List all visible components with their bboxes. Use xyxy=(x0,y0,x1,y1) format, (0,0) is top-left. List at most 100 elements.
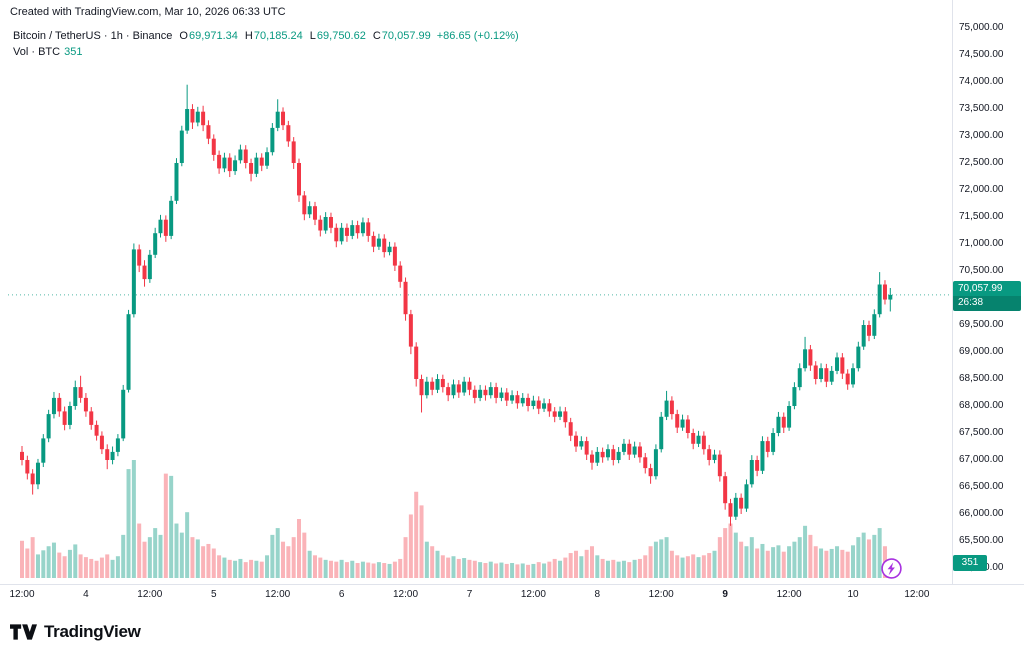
time-axis-label: 12:00 xyxy=(648,589,674,600)
candle-body xyxy=(41,438,46,463)
volume-bar xyxy=(643,555,648,578)
candle-body xyxy=(792,387,797,406)
low-value: 69,750.62 xyxy=(316,30,366,42)
time-axis-label: 12:00 xyxy=(9,589,35,600)
candle-body xyxy=(408,314,413,347)
time-axis-label: 12:00 xyxy=(265,589,291,600)
bar-close-countdown: 26:38 xyxy=(953,296,1021,311)
volume-bar xyxy=(499,562,504,578)
price-axis-label: 66,000.00 xyxy=(959,508,1004,519)
price-axis-label: 69,500.00 xyxy=(959,319,1004,330)
volume-bar xyxy=(190,537,195,578)
candle-body xyxy=(813,365,818,379)
volume-bar xyxy=(355,563,360,578)
time-axis-label: 12:00 xyxy=(392,589,419,600)
volume-bar xyxy=(547,561,552,578)
candle-body xyxy=(238,149,243,161)
candle-body xyxy=(206,125,211,139)
candle-body xyxy=(318,219,323,231)
candle-body xyxy=(829,370,834,382)
volume-bar xyxy=(739,541,744,578)
volume-bar xyxy=(334,561,339,578)
candle-body xyxy=(611,449,616,460)
volume-bar xyxy=(131,460,136,578)
volume-bar xyxy=(376,562,381,578)
volume-bar xyxy=(664,537,669,578)
volume-bar xyxy=(520,563,525,578)
candle-body xyxy=(483,389,488,396)
volume-bar xyxy=(243,562,248,578)
candle-body xyxy=(307,206,312,215)
candle-body xyxy=(520,397,525,404)
time-axis-label: 7 xyxy=(466,589,473,600)
candle-body xyxy=(696,435,701,444)
candle-body xyxy=(563,411,568,423)
volume-bar xyxy=(851,545,856,578)
symbol-title[interactable]: Bitcoin / TetherUS · 1h · Binance xyxy=(13,30,173,42)
volume-bar xyxy=(712,550,717,578)
candle-body xyxy=(717,454,722,477)
volume-bar xyxy=(803,525,808,578)
candle-body xyxy=(776,416,781,433)
candle-body xyxy=(835,357,840,371)
volume-bar xyxy=(366,562,371,578)
volume-bar xyxy=(185,512,190,578)
volume-bar xyxy=(46,546,51,578)
lightning-button[interactable] xyxy=(880,557,903,580)
last-price-value: 70,057.99 xyxy=(958,283,1003,294)
close-label: C xyxy=(372,30,381,42)
price-axis-label: 70,500.00 xyxy=(959,265,1004,276)
volume-bar xyxy=(552,558,557,578)
candle-body xyxy=(158,219,163,234)
volume-bar xyxy=(110,559,115,578)
candle-body xyxy=(701,435,706,450)
volume-bar xyxy=(536,562,541,578)
last-price-badge: 70,057.99 26:38 xyxy=(953,281,1021,311)
candle-body xyxy=(558,411,563,417)
volume-bar xyxy=(403,537,408,578)
candle-body xyxy=(851,368,856,385)
volume-bar xyxy=(307,550,312,578)
candle-body xyxy=(781,416,786,428)
volume-bar xyxy=(632,559,637,578)
volume-bar xyxy=(467,559,472,578)
candle-body xyxy=(440,379,445,388)
volume-bar xyxy=(653,541,658,578)
volume-bar xyxy=(35,554,40,578)
candle-body xyxy=(376,238,381,247)
volume-bar xyxy=(440,555,445,578)
candle-body xyxy=(35,462,40,485)
volume-bar xyxy=(456,558,461,578)
volume-bar xyxy=(105,554,110,578)
volume-bar xyxy=(755,548,760,578)
volume-bar xyxy=(371,563,376,578)
candle-body xyxy=(467,381,472,390)
candle-body xyxy=(755,460,760,471)
tradingview-logo[interactable]: TradingView xyxy=(10,622,141,642)
price-axis-label: 74,000.00 xyxy=(959,76,1004,87)
price-axis-label: 66,500.00 xyxy=(959,481,1004,492)
volume-bar xyxy=(696,557,701,578)
volume-bar xyxy=(877,528,882,578)
candle-body xyxy=(536,400,541,409)
candle-body xyxy=(142,265,147,280)
time-axis-label: 12:00 xyxy=(776,589,802,600)
high-value: 70,185.24 xyxy=(253,30,303,42)
candle-body xyxy=(494,387,499,398)
candle-body xyxy=(430,381,435,390)
candle-body xyxy=(115,438,120,452)
volume-bar xyxy=(824,550,829,578)
volume-bar xyxy=(99,557,104,578)
candle-body xyxy=(227,157,232,172)
time-axis-label: 6 xyxy=(338,589,345,600)
lightning-icon xyxy=(881,558,902,579)
candle-body xyxy=(46,414,51,439)
volume-bar xyxy=(787,546,792,578)
time-axis[interactable]: 12:00 4 12:00 5 12:00 6 12:00 7 12:00 8 12:00 9 12:0… xyxy=(0,589,1024,607)
price-axis-label: 68,500.00 xyxy=(959,373,1004,384)
candle-body xyxy=(712,454,717,460)
candle-body xyxy=(275,111,280,128)
candle-body xyxy=(723,476,728,504)
candle-body xyxy=(771,433,776,452)
